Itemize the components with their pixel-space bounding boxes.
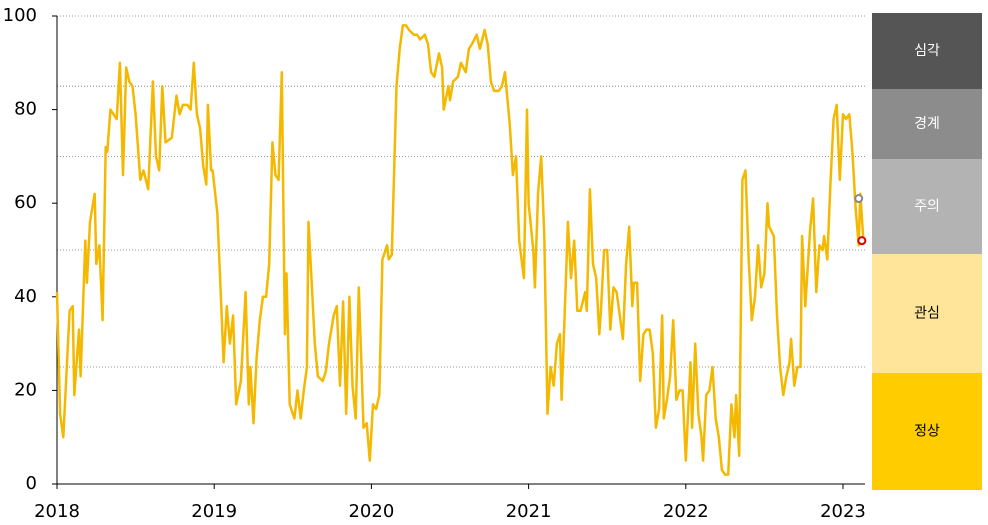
zone-band bbox=[872, 373, 982, 490]
x-tick-label: 2023 bbox=[820, 501, 866, 522]
zone-band bbox=[872, 89, 982, 159]
marker bbox=[854, 194, 864, 204]
y-tick-label: 100 bbox=[3, 5, 37, 26]
y-tick-label: 80 bbox=[14, 99, 37, 120]
x-tick-label: 2018 bbox=[34, 501, 80, 522]
data-line bbox=[55, 24, 865, 476]
zone-label: 정상 bbox=[914, 424, 940, 440]
y-tick-label: 60 bbox=[14, 192, 37, 213]
y-tick-label: 0 bbox=[26, 473, 37, 494]
zone-band bbox=[872, 13, 982, 89]
x-tick-label: 2022 bbox=[663, 501, 709, 522]
zone-band bbox=[872, 254, 982, 373]
y-tick-label: 20 bbox=[14, 379, 37, 400]
x-tick-label: 2020 bbox=[348, 501, 394, 522]
x-tick-label: 2021 bbox=[506, 501, 552, 522]
zone-label: 경계 bbox=[914, 116, 940, 132]
zone-band bbox=[872, 159, 982, 254]
marker bbox=[857, 236, 867, 246]
y-tick-label: 40 bbox=[14, 286, 37, 307]
zone-label: 심각 bbox=[914, 43, 940, 59]
zone-label: 관심 bbox=[914, 306, 940, 322]
zone-label: 주의 bbox=[914, 199, 940, 215]
x-tick-label: 2019 bbox=[191, 501, 237, 522]
